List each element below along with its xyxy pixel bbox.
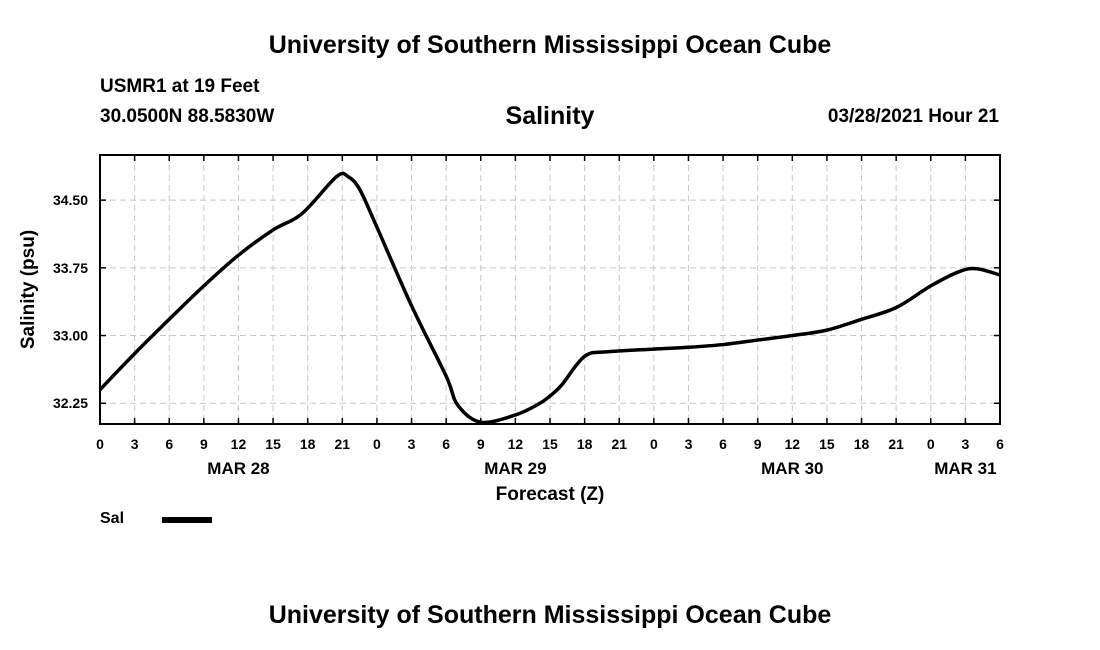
x-tick-label: 6 xyxy=(996,436,1004,452)
x-tick-label: 18 xyxy=(577,436,593,452)
label-layer: 0 3 6 9 12 15 18 21 0 3 6 9 12 15 18 21 0 3 6 9 12 15 18 21 0 3 6 3… xyxy=(18,192,1004,505)
x-axis-title: Forecast (Z) xyxy=(496,484,605,505)
x-tick-label: 12 xyxy=(785,436,801,452)
x-tick-label: 12 xyxy=(508,436,524,452)
date-label: MAR 30 xyxy=(761,459,823,478)
x-tick-label: 15 xyxy=(542,436,558,452)
y-axis-title: Salinity (psu) xyxy=(18,230,39,349)
chart-title-bottom: University of Southern Mississippi Ocean… xyxy=(268,601,832,629)
date-label: MAR 28 xyxy=(207,459,269,478)
x-tick-label: 21 xyxy=(888,436,904,452)
x-tick-label: 9 xyxy=(477,436,485,452)
x-tick-label: 3 xyxy=(131,436,139,452)
y-tick-label: 33.75 xyxy=(53,260,88,276)
y-tick-label: 34.50 xyxy=(53,192,88,208)
x-tick-label: 15 xyxy=(819,436,835,452)
parameter-title: Salinity xyxy=(505,102,595,130)
issued-time-label: 03/28/2021 Hour 21 xyxy=(827,106,999,127)
date-label: MAR 31 xyxy=(934,459,996,478)
x-tick-label: 21 xyxy=(335,436,351,452)
x-tick-label: 3 xyxy=(685,436,693,452)
tick-layer xyxy=(99,155,1001,424)
x-tick-label: 9 xyxy=(200,436,208,452)
x-tick-label: 6 xyxy=(165,436,173,452)
x-tick-label: 6 xyxy=(719,436,727,452)
legend-label: Sal xyxy=(100,510,125,527)
y-tick-label: 33.00 xyxy=(53,328,88,344)
station-label: USMR1 at 19 Feet xyxy=(100,76,260,97)
coordinates-label: 30.0500N 88.5830W xyxy=(100,106,275,127)
x-tick-label: 3 xyxy=(408,436,416,452)
grid xyxy=(100,155,1000,424)
y-tick-label: 32.25 xyxy=(53,395,88,411)
x-tick-label: 21 xyxy=(611,436,627,452)
x-tick-label: 0 xyxy=(927,436,935,452)
x-tick-label: 0 xyxy=(650,436,658,452)
legend-swatch xyxy=(162,517,212,523)
series-line-salinity xyxy=(100,171,1000,424)
x-tick-label: 0 xyxy=(96,436,104,452)
x-tick-label: 3 xyxy=(961,436,969,452)
x-tick-label: 12 xyxy=(231,436,247,452)
x-tick-label: 6 xyxy=(442,436,450,452)
x-tick-label: 9 xyxy=(754,436,762,452)
x-tick-label: 18 xyxy=(854,436,870,452)
series-layer xyxy=(100,171,1000,424)
x-tick-label: 18 xyxy=(300,436,316,452)
x-tick-label: 0 xyxy=(373,436,381,452)
x-tick-label: 15 xyxy=(265,436,281,452)
chart-title-top: University of Southern Mississippi Ocean… xyxy=(268,31,832,59)
date-label: MAR 29 xyxy=(484,459,546,478)
